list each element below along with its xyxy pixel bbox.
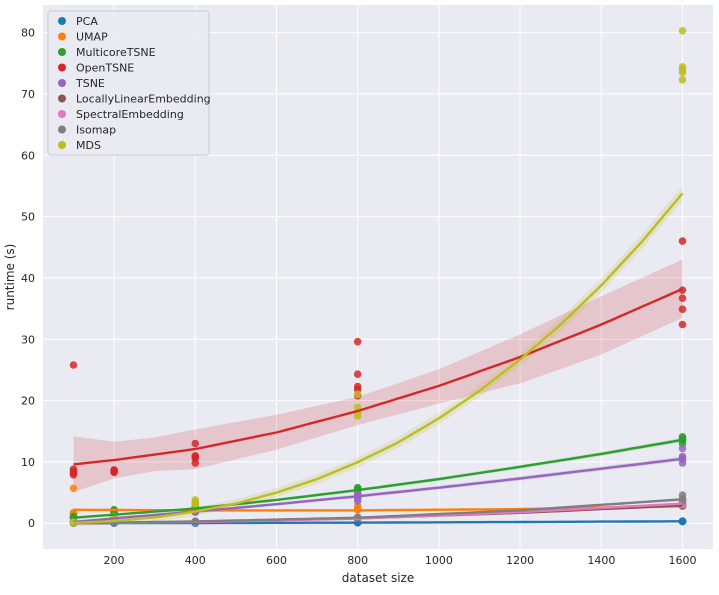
regression-line xyxy=(73,438,683,519)
legend-label: LocallyLinearEmbedding xyxy=(76,93,211,106)
confidence-band xyxy=(73,259,683,492)
data-point xyxy=(191,439,200,448)
data-point xyxy=(110,466,118,475)
data-point xyxy=(69,471,78,479)
legend-marker xyxy=(58,79,66,87)
x-axis-label: dataset size xyxy=(342,571,414,585)
x-tick-label: 400 xyxy=(185,554,206,567)
y-axis-label: runtime (s) xyxy=(3,244,17,311)
data-point xyxy=(191,498,200,506)
data-point xyxy=(678,444,687,453)
data-point xyxy=(353,337,362,346)
x-tick-label: 1200 xyxy=(506,554,534,567)
x-tick-label: 1000 xyxy=(425,554,453,567)
data-point xyxy=(191,459,200,467)
data-point xyxy=(353,497,362,506)
x-tick-labels: 200 400 600 800 1000 1200 1400 1600 xyxy=(104,554,697,567)
legend-label: PCA xyxy=(76,15,98,28)
x-tick-label: 1600 xyxy=(669,554,697,567)
legend-label: OpenTSNE xyxy=(76,62,134,75)
legend-marker xyxy=(58,32,66,41)
data-point xyxy=(678,76,687,84)
legend-label: UMAP xyxy=(76,31,108,44)
data-point xyxy=(353,390,362,399)
legend-marker xyxy=(58,141,66,149)
regression-line xyxy=(73,287,683,466)
regression-line xyxy=(73,498,683,525)
legend-marker xyxy=(58,17,66,25)
data-point xyxy=(353,370,362,379)
legend-label: SpectralEmbedding xyxy=(76,108,184,121)
x-tick-label: 800 xyxy=(347,554,368,567)
legend-marker xyxy=(58,48,66,56)
legend-frame xyxy=(47,10,210,156)
y-tick-label: 60 xyxy=(21,149,35,162)
y-tick-label: 80 xyxy=(21,27,35,40)
y-tick-label: 30 xyxy=(21,333,35,346)
legend-label: MulticoreTSNE xyxy=(76,46,156,59)
data-point xyxy=(678,27,687,35)
y-tick-labels: 0 10 20 30 40 50 60 70 80 xyxy=(21,27,35,531)
data-point xyxy=(678,320,687,329)
data-point xyxy=(69,465,78,474)
x-tick-label: 1400 xyxy=(587,554,615,567)
data-point xyxy=(678,237,687,245)
data-point xyxy=(678,305,687,314)
y-tick-label: 40 xyxy=(21,272,35,285)
y-tick-label: 20 xyxy=(21,395,35,408)
legend: PCA UMAP MulticoreTSNE OpenTSNE TSNE LocallyL… xyxy=(47,10,211,156)
regression-lines xyxy=(73,192,684,525)
y-tick-label: 50 xyxy=(21,211,35,224)
y-tick-label: 70 xyxy=(21,88,35,101)
legend-marker xyxy=(58,63,66,72)
data-point xyxy=(678,68,687,77)
legend-label: TSNE xyxy=(75,77,105,90)
legend-marker xyxy=(58,94,66,103)
legend-label: Isomap xyxy=(76,124,116,137)
data-point xyxy=(191,453,200,461)
regression-line xyxy=(73,192,684,525)
x-tick-label: 200 xyxy=(104,554,125,567)
data-point xyxy=(678,294,687,303)
data-point xyxy=(69,361,78,369)
y-tick-label: 0 xyxy=(28,517,35,530)
x-tick-label: 600 xyxy=(266,554,287,567)
legend-marker xyxy=(58,110,66,118)
y-tick-label: 10 xyxy=(21,456,35,469)
legend-marker xyxy=(58,125,66,134)
legend-label: MDS xyxy=(76,139,101,152)
data-point xyxy=(69,484,78,493)
